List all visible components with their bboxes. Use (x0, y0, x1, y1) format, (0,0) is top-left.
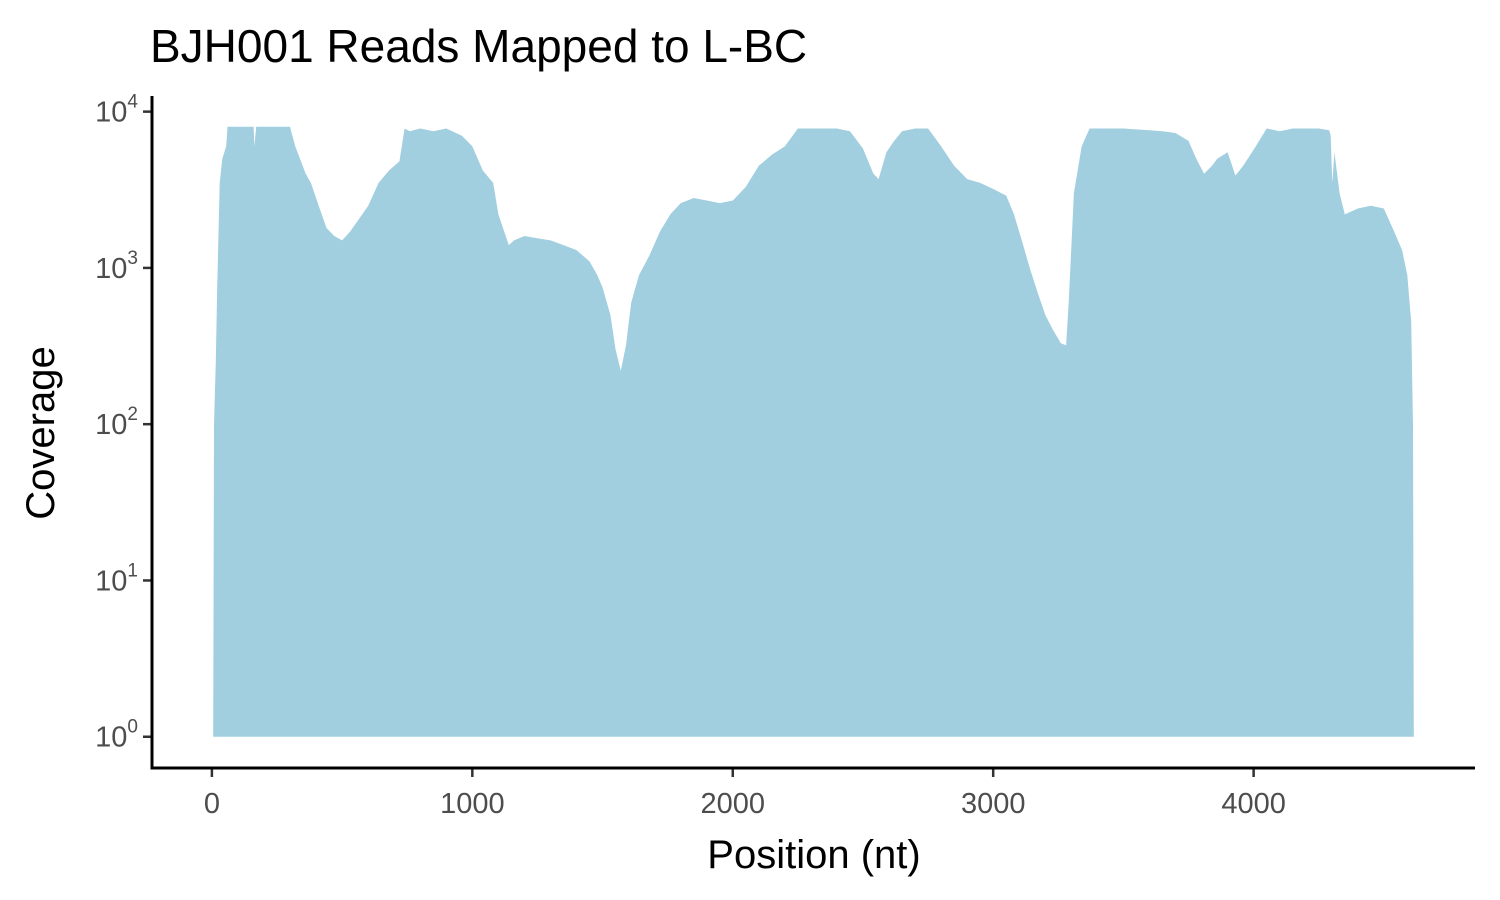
y-tick-label: 101 (95, 560, 138, 597)
y-axis-ticks: 100 101 102 103 104 (95, 92, 152, 754)
x-axis-title: Position (nt) (707, 833, 920, 877)
chart-title: BJH001 Reads Mapped to L-BC (150, 20, 807, 72)
y-tick-label: 104 (95, 92, 138, 129)
y-tick-label: 102 (95, 404, 138, 441)
y-axis-title: Coverage (19, 346, 63, 519)
x-tick-label: 4000 (1221, 788, 1286, 820)
y-tick-label: 103 (95, 248, 138, 285)
y-tick-label: 100 (95, 717, 138, 754)
x-tick-label: 0 (204, 788, 220, 820)
x-tick-label: 2000 (701, 788, 766, 820)
x-tick-label: 3000 (961, 788, 1026, 820)
x-axis-ticks: 0 1000 2000 3000 4000 (204, 768, 1286, 820)
x-tick-label: 1000 (440, 788, 505, 820)
coverage-area (213, 126, 1414, 737)
